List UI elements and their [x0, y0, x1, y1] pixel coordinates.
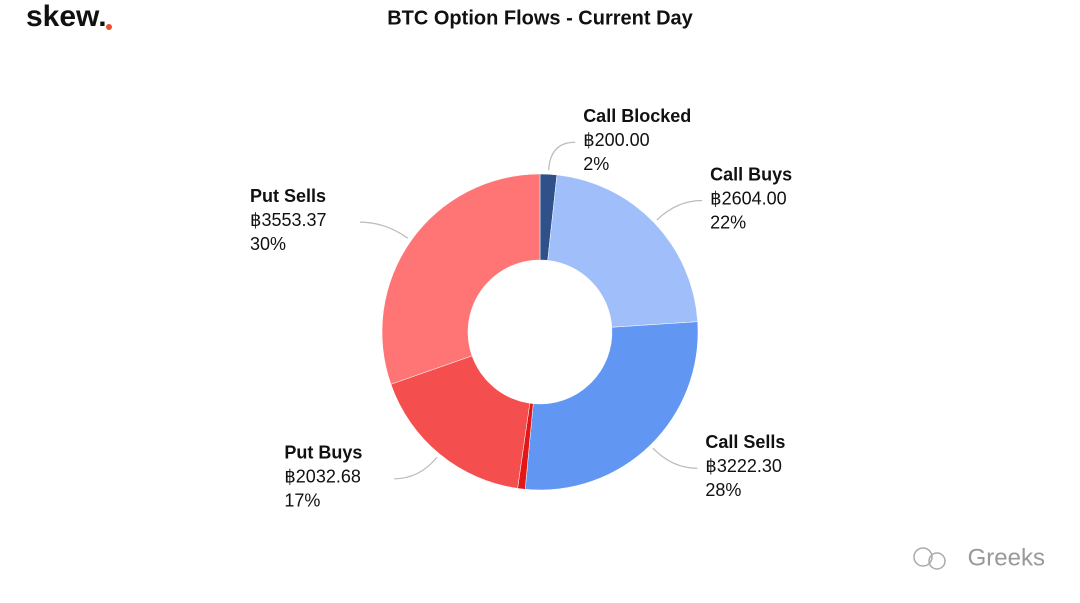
leader-line [360, 221, 409, 239]
watermark-icon [928, 552, 946, 570]
slice-percent: 30% [250, 234, 286, 254]
leader-line [652, 447, 698, 469]
slice-value: ฿2032.68 [284, 467, 361, 487]
leader-line [548, 141, 576, 171]
slice-label: Put Buys [284, 443, 362, 463]
slice [547, 174, 698, 328]
slice-percent: 28% [705, 480, 741, 500]
slice-percent: 17% [284, 491, 320, 511]
logo-dot [106, 24, 112, 30]
slice-label: Put Sells [250, 186, 326, 206]
leader-line [656, 199, 703, 221]
slice [390, 355, 531, 489]
slice-value: ฿3222.30 [705, 456, 782, 476]
slice-label: Call Sells [705, 432, 785, 452]
slice [381, 173, 541, 385]
watermark-icon [913, 547, 933, 567]
slice-value: ฿3553.37 [250, 210, 327, 230]
watermark: Greeks [968, 544, 1045, 571]
leader-line [394, 456, 438, 480]
logo: skew. [26, 0, 107, 33]
slice-label: Call Blocked [583, 106, 691, 126]
slice-value: ฿200.00 [583, 130, 650, 150]
slice-percent: 2% [583, 154, 609, 174]
chart-title: BTC Option Flows - Current Day [387, 7, 693, 29]
slice-value: ฿2604.00 [710, 188, 787, 208]
slice-percent: 22% [710, 212, 746, 232]
slice-label: Call Buys [710, 164, 792, 184]
slice [524, 321, 699, 491]
